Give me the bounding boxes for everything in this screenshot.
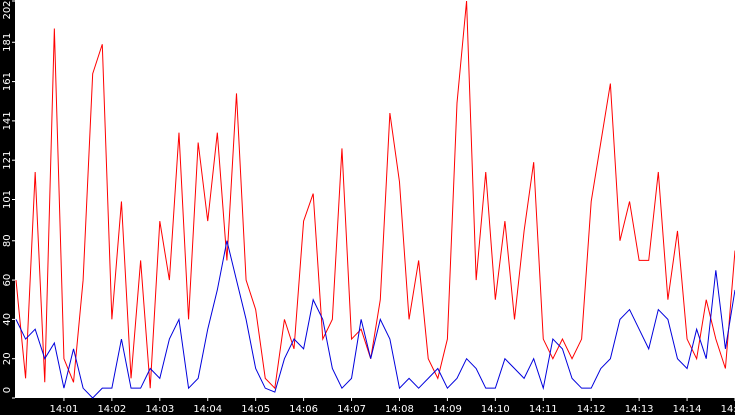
x-tick-label: 14:10 (481, 404, 510, 415)
plot-area (15, 0, 735, 398)
x-tick-label: 14:11 (529, 404, 558, 415)
x-tick-label: 14:13 (625, 404, 654, 415)
x-tick-label: 14:03 (145, 404, 174, 415)
x-tick-label: 14:02 (97, 404, 126, 415)
x-tick-label: 14:07 (337, 404, 366, 415)
series-line (15, 0, 735, 390)
y-tick-label: 202 (2, 0, 13, 19)
x-tick-label: 14:05 (241, 404, 270, 415)
x-tick-label: 14:06 (289, 404, 318, 415)
x-tick-label: 14:12 (577, 404, 606, 415)
x-tick-label: 14:04 (193, 404, 222, 415)
y-tick-label: 101 (2, 190, 13, 209)
x-tick-label: 14:01 (50, 404, 79, 415)
y-tick-label: 40 (2, 313, 13, 326)
x-tick-label: 14:09 (433, 404, 462, 415)
y-tick-label: 141 (2, 111, 13, 130)
y-tick-label: 20 (2, 352, 13, 365)
y-tick-label: 161 (2, 72, 13, 91)
x-tick-label: 14:08 (385, 404, 414, 415)
series-line (15, 240, 735, 399)
y-tick-label: 80 (2, 234, 13, 247)
y-tick-label: 181 (2, 33, 13, 52)
x-tick-label: 14:14 (673, 404, 702, 415)
y-tick-label: 60 (2, 274, 13, 287)
y-tick-label: 0 (2, 387, 13, 393)
x-tick-label: 14:15 (721, 404, 735, 415)
y-tick-label: 121 (2, 151, 13, 170)
